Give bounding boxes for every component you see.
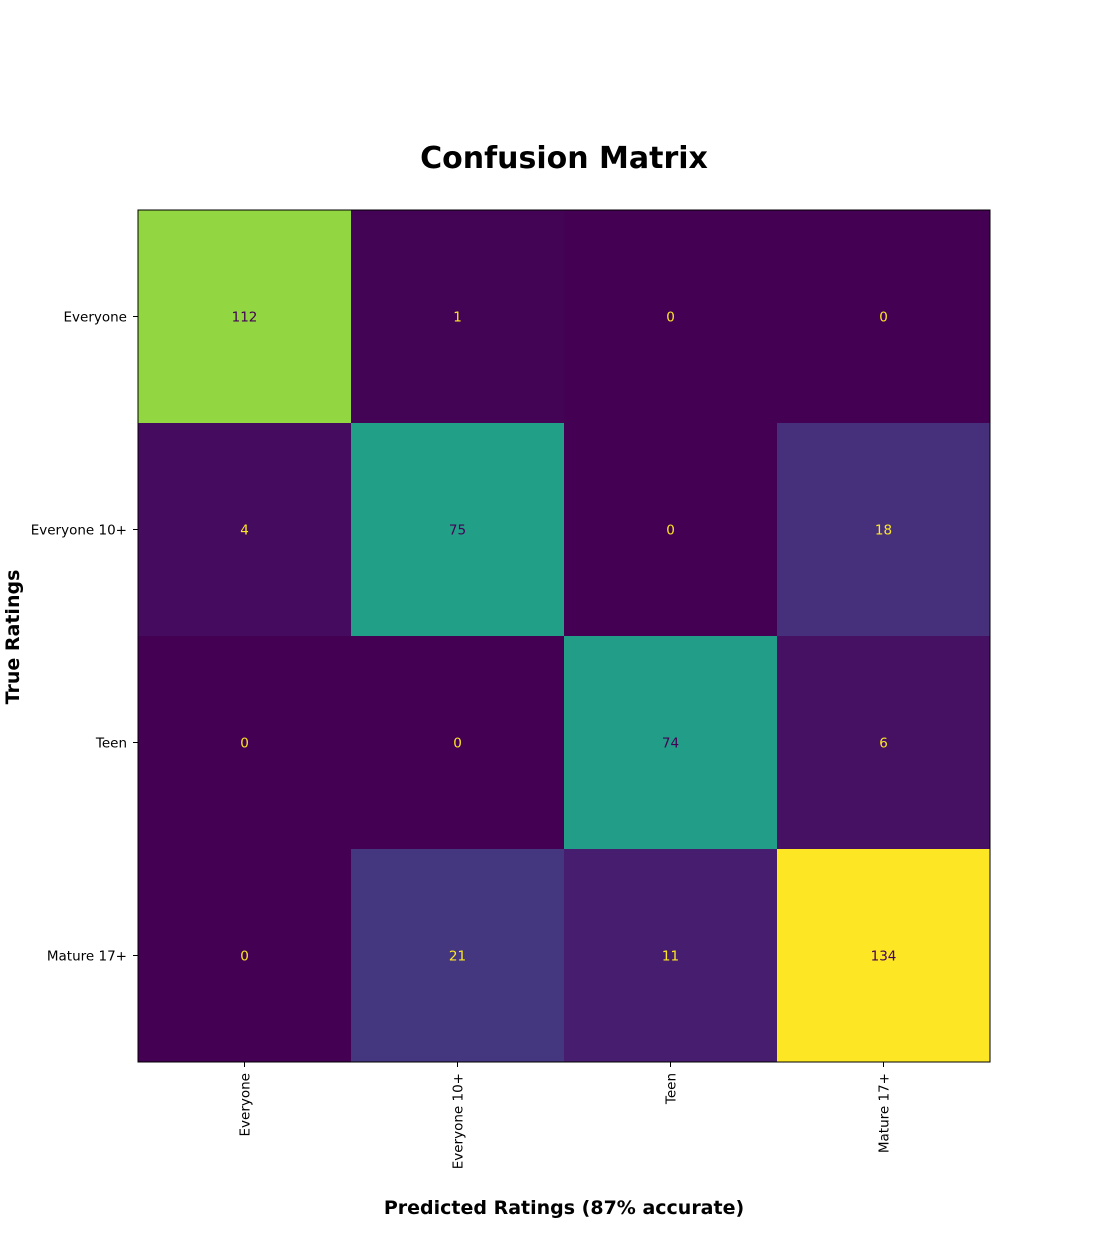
- cell-value-label: 11: [662, 949, 679, 965]
- cell-value-label: 0: [240, 949, 249, 965]
- cell-value-label: 4: [240, 523, 249, 539]
- heatmap-cell-everyone-mature-17plus: [777, 210, 991, 424]
- cell-value-label: 0: [666, 523, 675, 539]
- x-tick-label: Everyone 10+: [451, 1073, 467, 1169]
- heatmap-cell-mature-17plus-mature-17plus: [777, 849, 991, 1063]
- heatmap-cell-everyone-everyone-10plus: [351, 210, 565, 424]
- heatmap-cell-everyone-10plus-mature-17plus: [777, 423, 991, 637]
- cell-value-label: 18: [875, 523, 892, 539]
- heatmap-cell-labels: 112 1 0 0 4 75 0 18 0 0 74 6 0 21 11 134: [232, 310, 897, 965]
- heatmap-cell-mature-17plus-teen: [564, 849, 778, 1063]
- y-tick-label: Everyone: [64, 310, 128, 326]
- heatmap-cell-everyone-10plus-everyone-10plus: [351, 423, 565, 637]
- x-tick-label: Everyone: [238, 1073, 254, 1137]
- x-tick-label: Teen: [664, 1073, 680, 1105]
- cell-value-label: 112: [232, 310, 258, 326]
- plot-frame: [137, 209, 991, 1063]
- cell-value-label: 0: [879, 310, 888, 326]
- cell-value-label: 6: [879, 736, 888, 752]
- y-tick-label: Everyone 10+: [31, 523, 127, 539]
- heatmap-cell-mature-17plus-everyone-10plus: [351, 849, 565, 1063]
- heatmap-cell-teen-teen: [564, 636, 778, 850]
- heatmap-cell-everyone-10plus-teen: [564, 423, 778, 637]
- chart-title: Confusion Matrix: [420, 141, 708, 176]
- heatmap-cell-everyone-teen: [564, 210, 778, 424]
- y-axis: Everyone Everyone 10+ Teen Mature 17+: [31, 310, 138, 965]
- cell-value-label: 1: [453, 310, 462, 326]
- heatmap-cells: [138, 210, 991, 1063]
- y-tick-label: Mature 17+: [47, 949, 127, 965]
- heatmap-cell-everyone-everyone: [138, 210, 352, 424]
- heatmap-cell-everyone-10plus-everyone: [138, 423, 352, 637]
- cell-value-label: 0: [453, 736, 462, 752]
- x-axis: Everyone Everyone 10+ Teen Mature 17+: [238, 1062, 893, 1169]
- cell-value-label: 75: [449, 523, 466, 539]
- cell-value-label: 134: [871, 949, 897, 965]
- y-axis-title: True Ratings: [2, 570, 24, 705]
- heatmap-cell-teen-everyone-10plus: [351, 636, 565, 850]
- x-tick-label: Mature 17+: [877, 1073, 893, 1153]
- cell-value-label: 74: [662, 736, 679, 752]
- heatmap-cell-teen-mature-17plus: [777, 636, 991, 850]
- cell-value-label: 21: [449, 949, 466, 965]
- x-axis-title: Predicted Ratings (87% accurate): [384, 1197, 744, 1219]
- cell-value-label: 0: [240, 736, 249, 752]
- y-tick-label: Teen: [95, 736, 127, 752]
- heatmap-cell-teen-everyone: [138, 636, 352, 850]
- heatmap-cell-mature-17plus-everyone: [138, 849, 352, 1063]
- cell-value-label: 0: [666, 310, 675, 326]
